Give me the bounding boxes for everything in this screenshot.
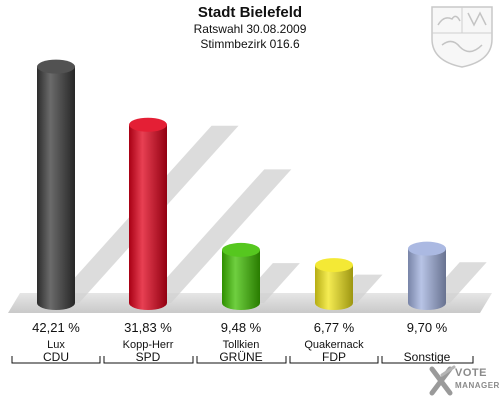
value-label-3: 6,77 % xyxy=(314,320,355,335)
chart-subtitle-date: Ratswahl 30.08.2009 xyxy=(193,22,307,36)
bar-shadow-1 xyxy=(144,169,292,303)
bar-sonstige xyxy=(408,248,446,310)
vote-manager-logo-icon xyxy=(429,365,456,396)
party-label-2: GRÜNE xyxy=(219,350,262,364)
bar-top-fdp xyxy=(315,258,353,273)
watermark-manager: MANAGER xyxy=(455,381,500,390)
value-label-2: 9,48 % xyxy=(221,320,262,335)
bar-cdu xyxy=(37,66,75,311)
bar-top-grüne xyxy=(222,242,260,257)
nrw-coat-of-arms-icon xyxy=(431,6,493,68)
bar-top-cdu xyxy=(37,59,75,74)
bar-top-sonstige xyxy=(408,241,446,256)
candidate-label-2: Tollkien xyxy=(223,339,260,351)
candidate-label-3: Quakernack xyxy=(304,339,364,351)
bar-grüne xyxy=(222,249,260,310)
category-bracket-0 xyxy=(11,356,101,364)
category-bracket-1 xyxy=(103,356,194,364)
party-label-3: FDP xyxy=(322,350,346,364)
value-label-4: 9,70 % xyxy=(407,320,448,335)
candidate-label-0: Lux xyxy=(47,339,65,351)
bar-fdp xyxy=(315,265,353,310)
party-label-1: SPD xyxy=(136,350,161,364)
category-bracket-4 xyxy=(381,356,474,364)
party-label-0: CDU xyxy=(43,350,69,364)
category-bracket-3 xyxy=(289,356,379,364)
category-bracket-2 xyxy=(196,356,287,364)
value-label-0: 42,21 % xyxy=(32,320,80,335)
value-label-1: 31,83 % xyxy=(124,320,172,335)
watermark-vote: VOTE xyxy=(455,367,487,379)
candidate-label-1: Kopp-Herr xyxy=(123,339,174,351)
bar-top-spd xyxy=(129,117,167,132)
party-label-4: Sonstige xyxy=(404,350,451,364)
chart-title: Stadt Bielefeld xyxy=(197,4,303,21)
bar-spd xyxy=(129,124,167,310)
chart-subtitle-district: Stimmbezirk 016.6 xyxy=(200,37,300,51)
